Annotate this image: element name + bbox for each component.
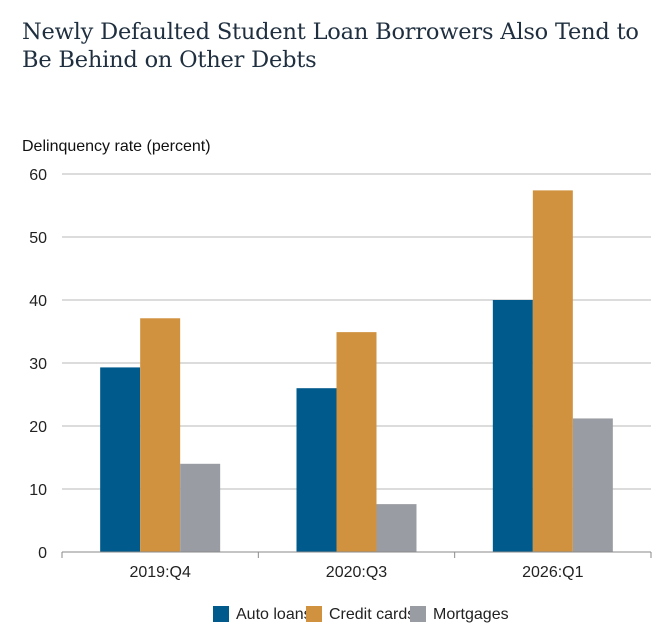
bar-auto-loans-2026q1 xyxy=(492,300,533,552)
bar-auto-loans-2020q3 xyxy=(296,388,337,552)
x-tick-label: 2026:Q1 xyxy=(522,564,583,581)
y-tick-label: 60 xyxy=(29,167,47,184)
bar-mortgages-2019q4 xyxy=(180,463,221,552)
x-tick-label: 2020:Q3 xyxy=(326,564,387,581)
legend-label-auto-loans: Auto loans xyxy=(236,606,312,623)
bars xyxy=(100,190,613,552)
y-axis-label: Delinquency rate (percent) xyxy=(22,138,211,155)
bar-mortgages-2020q3 xyxy=(376,504,417,552)
chart-title: Newly Defaulted Student Loan Borrowers A… xyxy=(22,19,639,73)
bar-credit-cards-2019q4 xyxy=(140,318,181,552)
legend-swatch-auto-loans xyxy=(213,606,229,622)
y-tick-label: 20 xyxy=(29,419,47,436)
legend-label-credit-cards: Credit cards xyxy=(329,606,415,623)
y-tick-label: 10 xyxy=(29,482,47,499)
y-tick-label: 30 xyxy=(29,356,47,373)
y-tick-label: 40 xyxy=(29,293,47,310)
bar-mortgages-2026q1 xyxy=(572,418,613,552)
axes: 0 10 20 30 40 50 60 2019:Q4 2020:Q3 2026:Q1 xyxy=(29,167,652,581)
x-tick-label: 2019:Q4 xyxy=(129,564,190,581)
y-tick-label: 50 xyxy=(29,230,47,247)
y-tick-label: 0 xyxy=(38,545,47,562)
bar-credit-cards-2020q3 xyxy=(336,332,377,552)
legend-swatch-mortgages xyxy=(410,606,426,622)
legend-label-mortgages: Mortgages xyxy=(433,606,509,623)
legend: Auto loans Credit cards Mortgages xyxy=(213,606,509,623)
legend-swatch-credit-cards xyxy=(306,606,322,622)
bar-credit-cards-2026q1 xyxy=(532,190,573,552)
bar-auto-loans-2019q4 xyxy=(100,367,141,552)
